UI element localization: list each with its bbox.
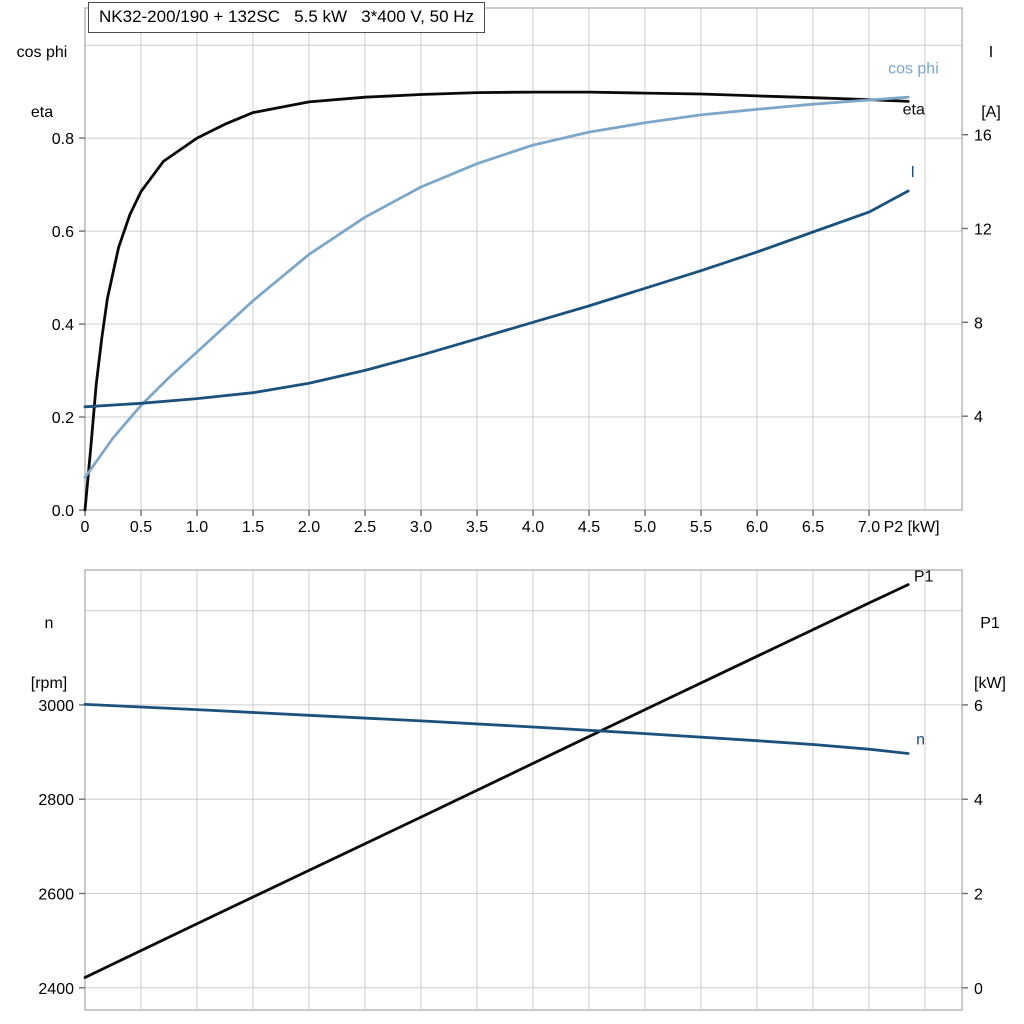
x-axis-label: P2 [kW] [884,519,940,536]
axis-title-speed: n [rpm] [12,574,86,734]
xtick-label: 0.5 [130,519,152,536]
axis-title-line: [kW] [974,675,1006,692]
axis-title-line: n [44,615,54,632]
xtick-label: 4.5 [578,519,600,536]
ytick-label-right: 12 [974,222,992,239]
plot-border [84,7,963,511]
xtick-label: 3.0 [410,519,432,536]
axis-title-p1: P1 [kW] [958,574,1022,734]
ytick-label-left: 0.0 [52,503,74,520]
xtick-label: 4.0 [522,519,544,536]
xtick-label: 2.5 [354,519,376,536]
ytick-label-right: 8 [974,315,983,332]
xtick-label: 1.5 [242,519,264,536]
axis-title-line: cos phi [16,44,68,61]
chart-title-box: NK32-200/190 + 132SC 5.5 kW 3*400 V, 50 … [88,2,486,33]
ytick-label-right: 2 [974,887,983,904]
axis-title-current: I [A] [962,3,1020,163]
curve-label-i: I [910,164,914,181]
ytick-label-left: 0.8 [52,131,74,148]
axis-title-line: P1 [980,615,1000,632]
ytick-label-right: 16 [974,128,992,145]
xtick-label: 1.0 [186,519,208,536]
curve-label-eta: eta [903,101,925,118]
xtick-label: 5.5 [690,519,712,536]
ytick-label-left: 2600 [38,887,74,904]
axis-title-line: I [988,44,994,61]
ytick-label-right: 4 [974,409,983,426]
axis-title-line: eta [30,104,54,121]
ytick-label-right: 4 [974,792,983,809]
ytick-label-left: 2800 [38,792,74,809]
xtick-label: 7.0 [858,519,880,536]
series-cos-phi-curve [83,95,910,479]
curve-label-cos-phi: cos phi [888,60,939,77]
ytick-label-left: 2400 [38,981,74,998]
ytick-label-left: 0.4 [52,317,74,334]
xtick-label: 2.0 [298,519,320,536]
ytick-label-left: 3000 [38,698,74,715]
series-i-curve [83,189,910,409]
axis-title-line: [A] [981,104,1001,121]
xtick-label: 0 [81,519,90,536]
plot-border [84,569,963,1011]
axis-title-line: [rpm] [30,675,68,692]
xtick-label: 5.0 [634,519,656,536]
ytick-label-right: 0 [974,981,983,998]
series-n-curve [83,703,910,755]
ytick-label-left: 0.6 [52,224,74,241]
chart-bottom: 2400 2600 2800 3000 0 2 4 6 P1 n [38,569,983,1011]
xtick-label: 3.5 [466,519,488,536]
series-eta-curve [83,90,910,512]
axis-title-cosphi-eta: cos phi eta [2,3,82,163]
ytick-label-left: 0.2 [52,410,74,427]
ytick-label-right: 6 [974,698,983,715]
xtick-label: 6.0 [746,519,768,536]
series-p1-curve [83,583,910,979]
chart-top: 0.0 0.2 0.4 0.6 0.8 4 8 12 16 0 0.5 1.0 1.5 2.0 2.5 3.0… [52,7,992,536]
curve-label-n: n [916,731,925,748]
curve-label-p1: P1 [914,569,934,586]
xtick-label: 6.5 [802,519,824,536]
